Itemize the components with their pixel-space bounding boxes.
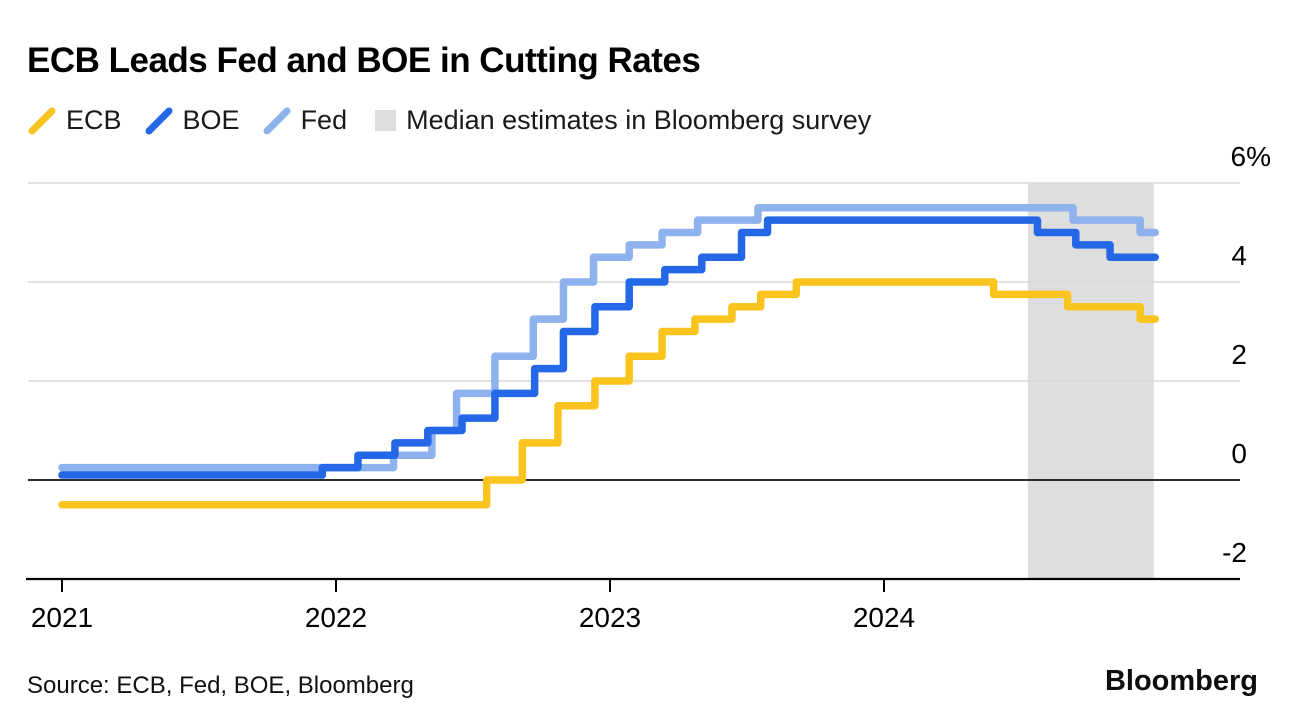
series-line-ecb xyxy=(58,278,1160,509)
x-tick-label: 2022 xyxy=(305,602,367,633)
x-tick-label: 2021 xyxy=(31,602,93,633)
bloomberg-logo: Bloomberg xyxy=(1104,665,1258,697)
legend-label-estimates: Median estimates in Bloomberg survey xyxy=(406,105,872,135)
legend-label-boe: BOE xyxy=(182,105,240,135)
series-line-boe xyxy=(58,216,1160,479)
legend-item-fed: Fed xyxy=(262,105,348,136)
series-line-fed xyxy=(58,204,1160,472)
source-attribution: Source: ECB, Fed, BOE, Bloomberg xyxy=(27,672,414,699)
y-tick-label: 2 xyxy=(1231,339,1247,370)
y-tick-label: -2 xyxy=(1222,537,1247,568)
x-tick-label: 2024 xyxy=(853,602,915,633)
y-tick-label: 4 xyxy=(1231,240,1247,271)
legend-item-estimates: Median estimates in Bloomberg survey xyxy=(375,105,871,136)
legend-label-ecb: ECB xyxy=(66,105,122,135)
chart-title: ECB Leads Fed and BOE in Cutting Rates xyxy=(27,41,701,80)
y-tick-label: 6% xyxy=(1231,141,1271,172)
estimate-band xyxy=(1027,183,1154,579)
legend: ECB BOE Fed Median estimates in Bloomber… xyxy=(27,105,893,136)
legend-label-fed: Fed xyxy=(300,105,348,135)
legend-item-ecb: ECB xyxy=(27,105,122,136)
boe-line-swatch-icon xyxy=(145,107,173,134)
y-tick-label: 0 xyxy=(1231,438,1247,469)
x-tick-label: 2023 xyxy=(579,602,641,633)
fed-line-swatch-icon xyxy=(263,107,291,134)
ecb-line-swatch-icon xyxy=(28,107,56,134)
legend-band-swatch xyxy=(375,110,397,131)
legend-item-boe: BOE xyxy=(144,105,240,136)
